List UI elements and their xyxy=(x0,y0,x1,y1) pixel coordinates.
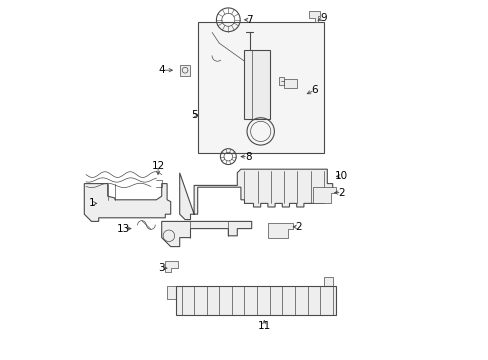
Text: 9: 9 xyxy=(320,13,326,23)
Text: 7: 7 xyxy=(246,15,253,25)
Polygon shape xyxy=(179,169,332,220)
Text: 12: 12 xyxy=(151,161,164,171)
Polygon shape xyxy=(323,277,332,286)
Polygon shape xyxy=(244,50,269,119)
Text: 3: 3 xyxy=(158,263,164,273)
Polygon shape xyxy=(312,187,336,203)
Text: 8: 8 xyxy=(244,152,251,162)
Text: 1: 1 xyxy=(89,198,96,208)
Text: 6: 6 xyxy=(311,85,317,95)
Polygon shape xyxy=(167,286,181,299)
Bar xyxy=(179,65,190,76)
Text: 5: 5 xyxy=(190,110,197,120)
Polygon shape xyxy=(162,221,251,247)
Text: 11: 11 xyxy=(257,321,270,331)
Text: 4: 4 xyxy=(158,65,164,75)
Polygon shape xyxy=(176,286,336,315)
Text: 2: 2 xyxy=(295,222,301,232)
Bar xyxy=(197,22,323,153)
Polygon shape xyxy=(284,79,296,88)
Text: 10: 10 xyxy=(334,171,347,181)
Polygon shape xyxy=(84,184,170,221)
Text: 13: 13 xyxy=(117,224,130,234)
Text: 2: 2 xyxy=(338,188,345,198)
Polygon shape xyxy=(165,261,178,272)
Polygon shape xyxy=(309,11,320,22)
Polygon shape xyxy=(278,77,284,85)
Polygon shape xyxy=(267,223,292,238)
